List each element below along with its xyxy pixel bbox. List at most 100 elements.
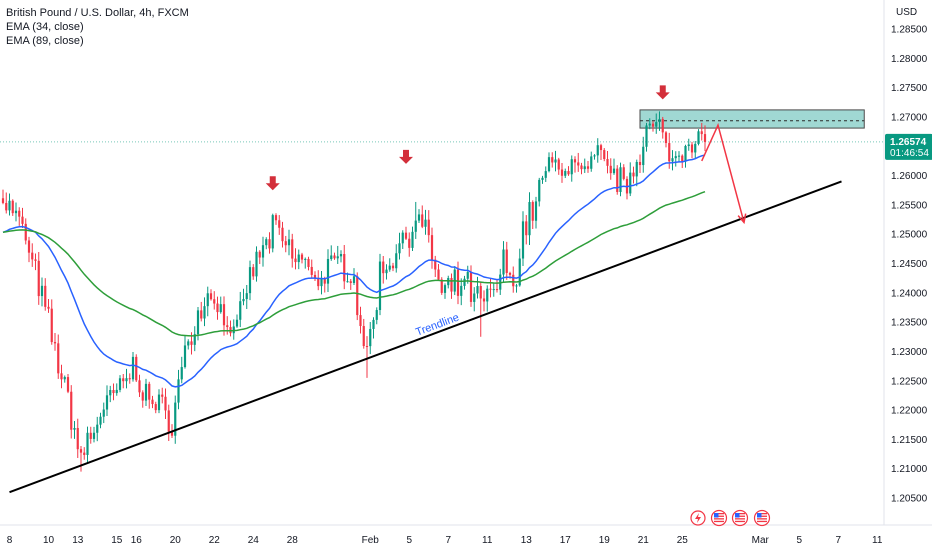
candle[interactable] — [642, 136, 645, 173]
candle[interactable] — [482, 290, 486, 312]
candle[interactable] — [577, 152, 580, 172]
candle[interactable] — [499, 268, 502, 295]
candle[interactable] — [232, 319, 235, 340]
candle[interactable] — [336, 245, 339, 264]
candle[interactable] — [317, 270, 320, 291]
candle[interactable] — [658, 111, 661, 131]
candle[interactable] — [313, 271, 317, 281]
candle[interactable] — [570, 155, 573, 182]
candle[interactable] — [359, 306, 362, 334]
candle[interactable] — [183, 334, 187, 369]
candle[interactable] — [31, 243, 34, 267]
candle[interactable] — [274, 213, 278, 225]
candle[interactable] — [245, 284, 248, 310]
candle[interactable] — [430, 227, 434, 269]
candle[interactable] — [76, 418, 79, 458]
candle[interactable] — [505, 241, 508, 280]
candle[interactable] — [638, 154, 642, 173]
candle[interactable] — [105, 385, 109, 417]
last-price-tag[interactable] — [885, 133, 932, 160]
ema34-legend[interactable]: EMA (34, close) — [6, 21, 84, 33]
candle[interactable] — [648, 118, 651, 130]
candle[interactable] — [697, 129, 700, 146]
candle[interactable] — [216, 296, 219, 320]
candle[interactable] — [187, 339, 190, 350]
candle[interactable] — [73, 420, 76, 439]
candle[interactable] — [560, 162, 564, 183]
candle[interactable] — [86, 426, 89, 464]
candle[interactable] — [261, 236, 265, 267]
candle[interactable] — [209, 289, 213, 301]
candle[interactable] — [112, 383, 115, 401]
candle[interactable] — [450, 273, 453, 299]
candle[interactable] — [294, 248, 297, 270]
candle[interactable] — [382, 256, 385, 284]
candle[interactable] — [83, 447, 86, 460]
ema89-legend[interactable]: EMA (89, close) — [6, 35, 84, 47]
candle[interactable] — [53, 332, 57, 351]
candle[interactable] — [229, 320, 232, 337]
candle[interactable] — [135, 354, 138, 383]
candle[interactable] — [154, 401, 157, 414]
candle[interactable] — [118, 375, 122, 393]
candle[interactable] — [248, 260, 252, 301]
candle[interactable] — [372, 317, 375, 339]
candle[interactable] — [625, 176, 629, 200]
candle[interactable] — [567, 166, 570, 176]
candle[interactable] — [677, 151, 681, 163]
candle[interactable] — [307, 256, 310, 271]
candle[interactable] — [580, 162, 583, 175]
candle[interactable] — [291, 233, 294, 268]
candle[interactable] — [99, 412, 102, 429]
candle[interactable] — [518, 248, 521, 287]
candle[interactable] — [378, 253, 382, 316]
candle[interactable] — [551, 152, 554, 168]
candle[interactable] — [586, 161, 590, 173]
candle[interactable] — [96, 416, 99, 442]
candle[interactable] — [60, 364, 63, 389]
candle[interactable] — [8, 193, 11, 216]
candle[interactable] — [281, 221, 284, 248]
candle[interactable] — [255, 246, 258, 282]
candle[interactable] — [612, 158, 616, 175]
candle[interactable] — [180, 356, 183, 384]
candle[interactable] — [174, 395, 177, 444]
candle[interactable] — [619, 162, 622, 197]
currency-label[interactable]: USD — [896, 7, 917, 18]
candle[interactable] — [437, 263, 440, 281]
candle[interactable] — [222, 296, 226, 336]
candle[interactable] — [690, 141, 694, 159]
candle[interactable] — [427, 210, 430, 243]
candle[interactable] — [391, 262, 395, 272]
candle[interactable] — [339, 250, 343, 263]
candle[interactable] — [144, 378, 148, 407]
candle[interactable] — [398, 232, 401, 260]
candle[interactable] — [37, 251, 40, 305]
candle[interactable] — [177, 369, 180, 410]
candle[interactable] — [57, 334, 60, 379]
candle[interactable] — [219, 296, 222, 314]
candle[interactable] — [447, 275, 450, 289]
candle[interactable] — [703, 125, 707, 152]
candle[interactable] — [661, 116, 664, 139]
candle[interactable] — [47, 298, 50, 313]
candle[interactable] — [583, 158, 586, 173]
candle[interactable] — [460, 278, 463, 306]
candle[interactable] — [365, 336, 369, 378]
candle[interactable] — [252, 264, 255, 280]
candle[interactable] — [349, 278, 352, 290]
candle[interactable] — [492, 282, 495, 297]
candle[interactable] — [534, 196, 538, 229]
candle[interactable] — [326, 249, 330, 293]
candle[interactable] — [89, 426, 92, 444]
candle[interactable] — [375, 307, 378, 325]
candle[interactable] — [258, 250, 261, 265]
candle[interactable] — [330, 245, 333, 261]
candle[interactable] — [616, 165, 619, 195]
candle[interactable] — [310, 259, 313, 279]
candle[interactable] — [167, 404, 170, 442]
candle[interactable] — [635, 159, 638, 187]
candle[interactable] — [203, 297, 206, 327]
candle[interactable] — [547, 152, 551, 173]
